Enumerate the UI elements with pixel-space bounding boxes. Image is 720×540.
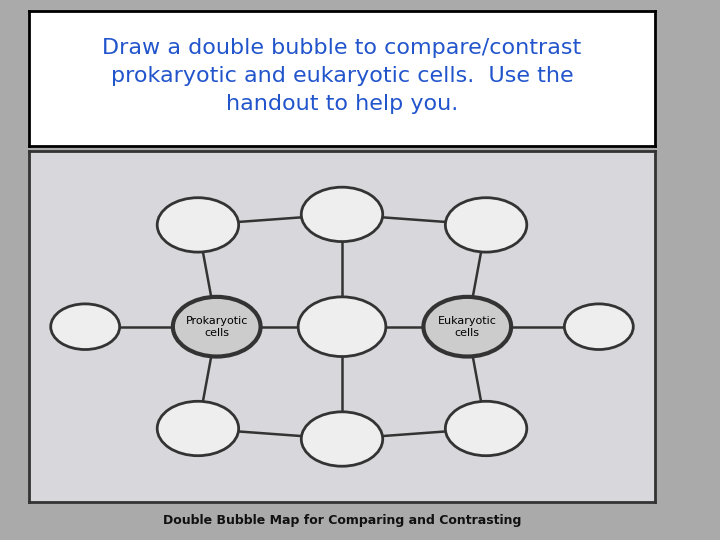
Text: Eukaryotic
cells: Eukaryotic cells	[438, 315, 497, 338]
Ellipse shape	[50, 304, 120, 349]
Ellipse shape	[301, 412, 383, 466]
Ellipse shape	[301, 187, 383, 241]
Ellipse shape	[446, 401, 527, 456]
Ellipse shape	[173, 297, 261, 356]
Ellipse shape	[157, 401, 238, 456]
Ellipse shape	[298, 297, 386, 356]
Text: Prokaryotic
cells: Prokaryotic cells	[186, 315, 248, 338]
Ellipse shape	[564, 304, 634, 349]
Ellipse shape	[446, 198, 527, 252]
Ellipse shape	[423, 297, 511, 356]
Text: Draw a double bubble to compare/contrast
prokaryotic and eukaryotic cells.  Use : Draw a double bubble to compare/contrast…	[102, 38, 582, 113]
Ellipse shape	[157, 198, 238, 252]
Text: Double Bubble Map for Comparing and Contrasting: Double Bubble Map for Comparing and Cont…	[163, 514, 521, 526]
